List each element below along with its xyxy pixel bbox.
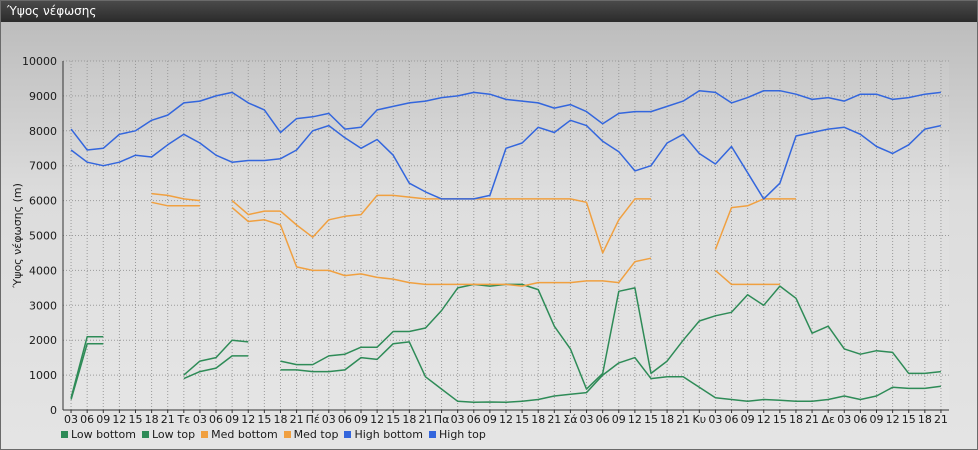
x-tick-label: Δε (821, 413, 835, 426)
y-axis-label: Ύψος νέφωσης (m) (11, 183, 24, 289)
x-tick-label: 21 (161, 413, 175, 426)
legend-swatch (61, 430, 68, 438)
x-tick-label: Πα (434, 413, 450, 426)
x-tick-label: 09 (96, 413, 110, 426)
legend-swatch (141, 430, 149, 438)
x-tick-label: 15 (128, 413, 142, 426)
x-tick-label: 18 (402, 413, 416, 426)
x-tick-label: 12 (886, 413, 900, 426)
x-tick-label: 06 (853, 413, 867, 426)
x-tick-label: 15 (902, 413, 916, 426)
legend-label: Med top (293, 427, 339, 441)
x-tick-label: 12 (628, 413, 642, 426)
x-tick-label: 12 (112, 413, 126, 426)
x-tick-label: 15 (386, 413, 400, 426)
series-line-high-top (70, 89, 941, 151)
y-tick-label: 2000 (29, 334, 57, 347)
x-tick-label: 18 (531, 413, 545, 426)
y-tick-label: 1000 (29, 369, 57, 382)
x-tick-label: 03 (193, 413, 207, 426)
x-tick-label: 15 (644, 413, 658, 426)
x-tick-label: 03 (322, 413, 336, 426)
series-line-low-bottom (70, 341, 941, 404)
x-tick-label: 18 (660, 413, 674, 426)
x-tick-label: 09 (741, 413, 755, 426)
legend-item: Low bottom (61, 428, 136, 441)
legend-swatch (283, 430, 291, 438)
x-tick-label: 03 (64, 413, 78, 426)
y-tick-label: 10000 (22, 55, 57, 68)
x-tick-label: 06 (467, 413, 481, 426)
title-bar: Ύψος νέφωσης (1, 1, 977, 22)
y-tick-label: 7000 (29, 160, 57, 173)
legend-item: Low top (141, 427, 196, 441)
x-tick-label: 06 (725, 413, 739, 426)
x-tick-label: 09 (483, 413, 497, 426)
legend-label: Med bottom (211, 427, 278, 441)
chart-legend: Low bottom Low top Med bottom Med top High b… (61, 427, 492, 441)
series-line-high-bottom (70, 119, 942, 200)
series-line-low-top (70, 283, 941, 398)
x-tick-label: 21 (934, 413, 948, 426)
x-tick-label: 06 (338, 413, 352, 426)
x-tick-label: 15 (773, 413, 787, 426)
legend-label: Low bottom (71, 427, 136, 441)
x-tick-label: 06 (80, 413, 94, 426)
legend-label: High top (439, 427, 486, 441)
x-tick-label: Σά (563, 413, 577, 426)
y-tick-label: 3000 (29, 299, 57, 312)
x-tick-label: 06 (209, 413, 223, 426)
legend-swatch (344, 430, 352, 438)
y-tick-label: 5000 (29, 230, 57, 243)
x-tick-label: Πέ (306, 413, 320, 426)
x-tick-label: 12 (370, 413, 384, 426)
x-tick-label: 09 (225, 413, 239, 426)
legend-item: High bottom (344, 428, 423, 441)
legend-item: High top (429, 428, 486, 441)
x-tick-label: 18 (789, 413, 803, 426)
x-tick-label: Τε (176, 413, 190, 426)
x-tick-label: 06 (596, 413, 610, 426)
y-tick-label: 0 (50, 404, 57, 417)
series-line-med-bottom (151, 201, 780, 287)
legend-item: Med bottom (201, 428, 278, 441)
x-tick-label: 18 (145, 413, 159, 426)
x-tick-label: 15 (515, 413, 529, 426)
x-tick-label: 03 (708, 413, 722, 426)
x-tick-label: Κυ (693, 413, 707, 426)
x-tick-label: 03 (580, 413, 594, 426)
x-tick-label: 15 (257, 413, 271, 426)
y-tick-label: 4000 (29, 264, 57, 277)
x-tick-label: 09 (870, 413, 884, 426)
x-tick-label: 03 (837, 413, 851, 426)
y-tick-label: 9000 (29, 90, 57, 103)
x-tick-label: 12 (757, 413, 771, 426)
legend-label: Low top (151, 427, 196, 441)
legend-label: High bottom (354, 427, 423, 441)
y-tick-label: 6000 (29, 195, 57, 208)
legend-swatch (429, 430, 436, 438)
x-tick-label: 21 (418, 413, 432, 426)
legend-swatch (201, 430, 209, 438)
x-tick-label: 18 (918, 413, 932, 426)
x-tick-label: 18 (273, 413, 287, 426)
x-tick-label: 12 (499, 413, 513, 426)
x-tick-label: 09 (354, 413, 368, 426)
x-tick-label: 03 (451, 413, 465, 426)
legend-item: Med top (283, 427, 339, 441)
x-tick-label: 21 (547, 413, 561, 426)
x-tick-label: 21 (805, 413, 819, 426)
y-tick-label: 8000 (29, 125, 57, 138)
window-title: Ύψος νέφωσης (7, 4, 97, 18)
x-tick-label: 09 (612, 413, 626, 426)
x-tick-label: 12 (241, 413, 255, 426)
x-tick-label: 21 (290, 413, 304, 426)
x-tick-label: 21 (676, 413, 690, 426)
